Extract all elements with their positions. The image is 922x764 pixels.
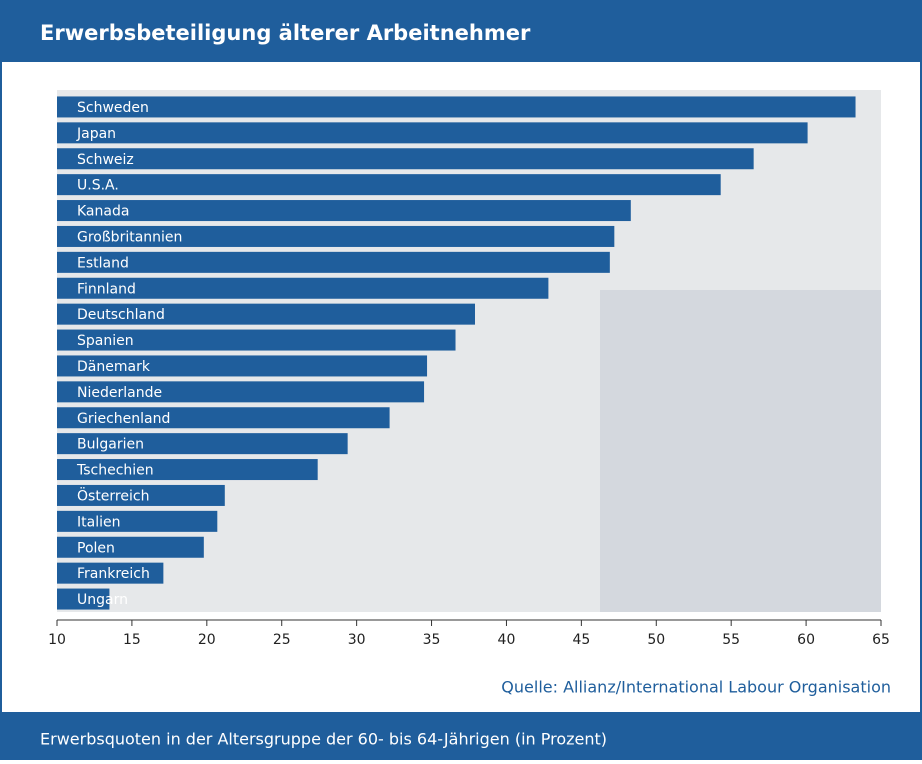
- bar: [57, 148, 754, 169]
- bar-label: Finnland: [77, 281, 136, 297]
- source-note: Quelle: Allianz/International Labour Org…: [501, 678, 891, 697]
- x-tick-label: 30: [348, 632, 366, 648]
- x-tick-label: 65: [872, 632, 890, 648]
- chart-title: Erwerbsbeteiligung älterer Arbeitnehmer: [40, 21, 531, 45]
- x-tick-label: 35: [423, 632, 441, 648]
- bar: [57, 96, 856, 117]
- bar: [57, 174, 721, 195]
- x-tick-label: 15: [123, 632, 141, 648]
- bar-label: Schweiz: [77, 152, 134, 168]
- x-tick-label: 55: [722, 632, 740, 648]
- x-tick-label: 20: [198, 632, 216, 648]
- bar-label: U.S.A.: [77, 178, 119, 194]
- bar-label: Estland: [77, 255, 129, 271]
- x-tick-label: 25: [273, 632, 291, 648]
- x-tick-label: 45: [572, 632, 590, 648]
- bar-label: Deutschland: [77, 307, 165, 323]
- bar-label: Dänemark: [77, 359, 151, 375]
- bar-label: Tschechien: [76, 463, 154, 479]
- chart: Erwerbsbeteiligung älterer Arbeitnehmer …: [0, 0, 922, 760]
- bar: [57, 122, 808, 143]
- bar-label: Ungarn: [77, 592, 128, 608]
- x-tick-label: 50: [647, 632, 665, 648]
- bar: [57, 200, 631, 221]
- bar-label: Polen: [77, 540, 115, 556]
- caption: Erwerbsquoten in der Altersgruppe der 60…: [40, 730, 607, 749]
- bar-label: Niederlande: [77, 385, 162, 401]
- bar-label: Österreich: [77, 486, 149, 504]
- bar: [57, 252, 610, 273]
- x-tick-label: 60: [797, 632, 815, 648]
- x-tick-label: 10: [48, 632, 66, 648]
- bar-label: Schweden: [77, 100, 149, 116]
- bar-label: Italien: [77, 514, 120, 530]
- bar-label: Frankreich: [77, 566, 150, 582]
- photo-placeholder: [600, 290, 881, 612]
- bar-label: Japan: [76, 126, 116, 142]
- bar-label: Spanien: [77, 333, 134, 349]
- x-tick-label: 40: [498, 632, 516, 648]
- bar-label: Bulgarien: [77, 437, 144, 453]
- bar-label: Griechenland: [77, 411, 170, 427]
- bar-label: Großbritannien: [77, 229, 182, 245]
- bar-label: Kanada: [77, 204, 129, 220]
